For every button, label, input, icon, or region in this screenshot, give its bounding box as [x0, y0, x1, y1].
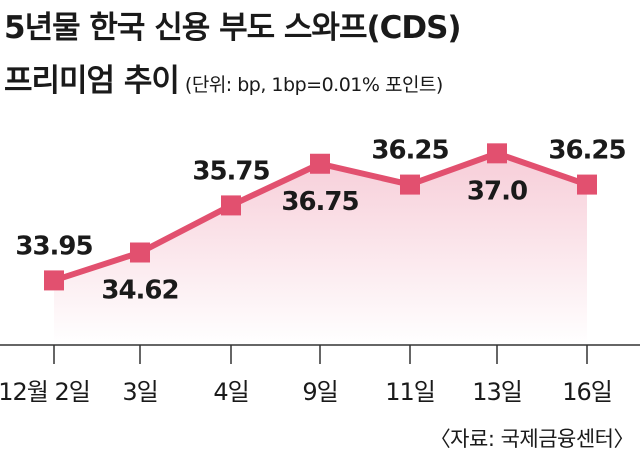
data-label: 34.62	[101, 276, 178, 306]
data-label: 36.25	[548, 136, 625, 166]
data-label: 35.75	[192, 156, 269, 186]
x-tick-label: 13일	[472, 378, 522, 406]
data-point-marker	[310, 153, 330, 174]
chart-subtitle-row: 프리미엄 추이 (단위: bp, 1bp=0.01% 포인트)	[4, 55, 443, 100]
data-point-marker	[400, 174, 420, 195]
area-fill	[54, 153, 587, 345]
x-tick-label: 16일	[562, 378, 612, 406]
data-label: 37.0	[467, 176, 527, 206]
x-tick-label: 9일	[302, 378, 337, 406]
data-label: 36.25	[371, 136, 448, 166]
chart-title: 5년물 한국 신용 부도 스와프(CDS)	[4, 10, 462, 46]
data-label: 36.75	[281, 187, 358, 217]
data-point-marker	[577, 174, 597, 195]
data-label: 33.95	[15, 231, 92, 261]
x-tick-label: 11일	[385, 378, 435, 406]
data-point-marker	[130, 242, 150, 263]
source-note: 〈자료: 국제금융센터〉	[429, 427, 635, 451]
chart-subtitle: 프리미엄 추이	[4, 63, 180, 99]
data-point-marker	[487, 143, 507, 164]
data-point-marker	[221, 195, 241, 216]
x-tick-label: 4일	[213, 378, 248, 406]
x-tick-label: 3일	[122, 378, 157, 406]
data-point-marker	[44, 270, 64, 291]
x-tick-label: 12월 2일	[0, 378, 90, 406]
unit-note: (단위: bp, 1bp=0.01% 포인트)	[184, 74, 443, 96]
